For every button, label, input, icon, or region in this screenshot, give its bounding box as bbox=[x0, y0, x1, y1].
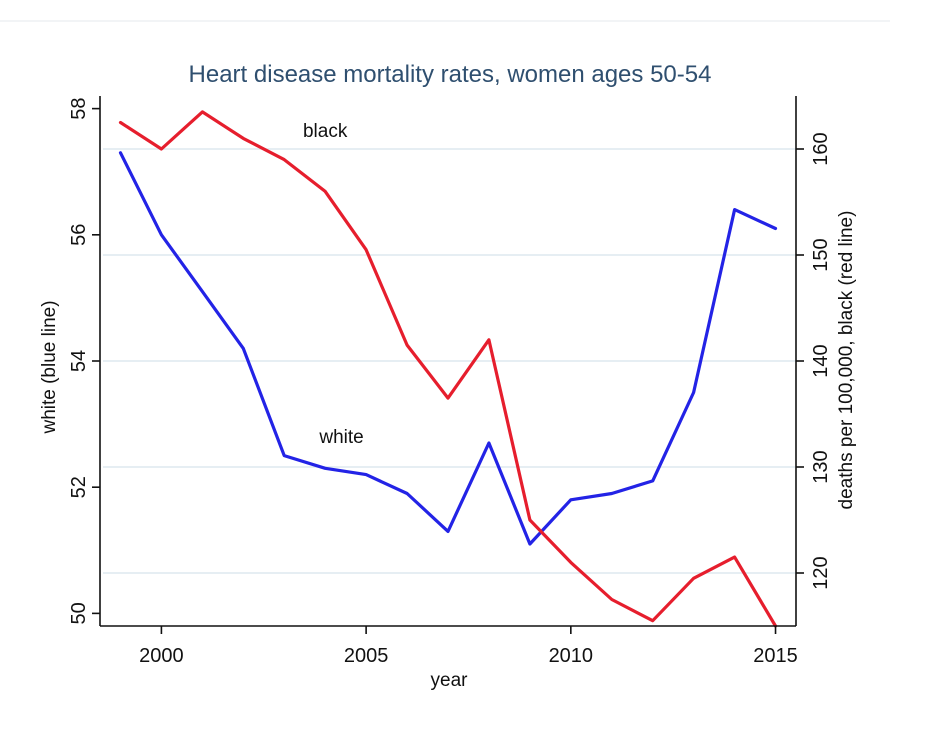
y-left-tick-label: 54 bbox=[68, 350, 90, 372]
plot-area: black white bbox=[118, 110, 778, 628]
y-right-tick-label: 160 bbox=[810, 132, 832, 165]
y-axis-left-title: white (blue line) bbox=[39, 300, 60, 434]
y-left-tick-label: 52 bbox=[68, 476, 90, 498]
y-left-tick-label: 58 bbox=[68, 97, 90, 119]
y-axis-right-title: deaths per 100,000, black (red line) bbox=[836, 211, 857, 510]
annotation-black: black bbox=[303, 121, 348, 142]
y-right-tick-label: 130 bbox=[810, 450, 832, 483]
gridlines bbox=[103, 148, 796, 574]
x-tick-label: 2005 bbox=[344, 645, 389, 667]
y-left-tick-label: 56 bbox=[68, 224, 90, 246]
x-tick-label: 2010 bbox=[549, 645, 594, 667]
y-right-tick-label: 150 bbox=[810, 238, 832, 271]
top-divider bbox=[0, 20, 890, 22]
annotation-white: white bbox=[318, 427, 363, 448]
series-line-white bbox=[118, 151, 778, 546]
axes: 2000 2005 2010 2015 50 52 54 56 58 120 130 140 150 16… bbox=[68, 96, 832, 667]
y-right-tick-label: 140 bbox=[810, 344, 832, 377]
series-line-black bbox=[118, 110, 778, 628]
y-right-tick-label: 120 bbox=[810, 556, 832, 589]
y-left-tick-label: 50 bbox=[68, 602, 90, 624]
x-axis-title: year bbox=[431, 670, 469, 691]
chart-title: Heart disease mortality rates, women age… bbox=[189, 61, 712, 88]
x-tick-label: 2015 bbox=[753, 645, 798, 667]
x-tick-label: 2000 bbox=[139, 645, 184, 667]
